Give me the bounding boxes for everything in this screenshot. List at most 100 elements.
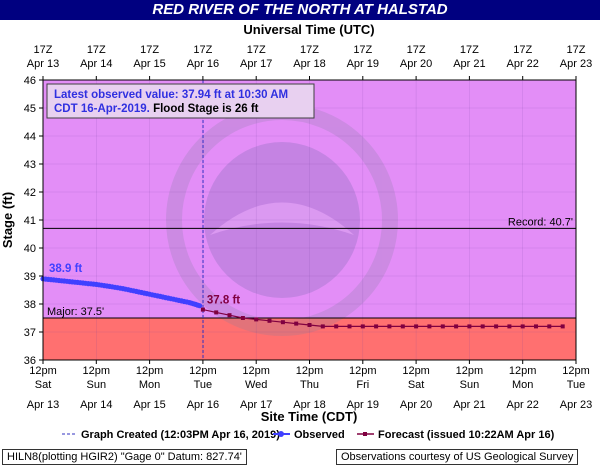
- legend-created-label: Graph Created (12:03PM Apr 16, 2019): [81, 429, 280, 441]
- top-tick-date: Apr 19: [347, 58, 379, 70]
- y-axis-label: Stage (ft): [0, 192, 15, 248]
- y-tick-label: 37: [24, 327, 36, 339]
- info-line-1: Latest observed value: 37.94 ft at 10:30…: [54, 89, 288, 101]
- stage-chart: Universal Time (UTC) 17Z Apr 13 17Z Apr 14 1…: [0, 22, 592, 441]
- top-tick-label: 17Z: [247, 44, 266, 56]
- y-tick-label: 45: [24, 103, 36, 115]
- bottom-tick-date: Apr 15: [133, 399, 165, 411]
- top-tick-date: Apr 22: [506, 58, 538, 70]
- bottom-tick-date: Apr 19: [347, 399, 379, 411]
- forecast-point: [347, 324, 352, 329]
- threshold-label: Major: 37.5': [47, 306, 104, 318]
- bottom-tick-weekday: Mon: [512, 379, 533, 391]
- top-tick-label: 17Z: [34, 44, 53, 56]
- top-tick-label: 17Z: [193, 44, 212, 56]
- forecast-point: [547, 324, 552, 329]
- forecast-point: [427, 324, 432, 329]
- bottom-tick-weekday: Fri: [356, 379, 369, 391]
- observed-point: [197, 303, 203, 309]
- top-tick-label: 17Z: [87, 44, 106, 56]
- footer: HILN8(plotting HGIR2) "Gage 0" Datum: 82…: [0, 446, 600, 465]
- bottom-tick-date: Apr 17: [240, 399, 272, 411]
- forecast-point: [494, 324, 499, 329]
- page-title: RED RIVER OF THE NORTH AT HALSTAD: [0, 0, 600, 20]
- forecast-point: [267, 318, 272, 323]
- bottom-tick-time: 12pm: [136, 365, 164, 377]
- y-tick-label: 39: [24, 271, 36, 283]
- annotation-layer: 38.9 ft 37.8 ft: [49, 263, 240, 307]
- bottom-tick-time: 12pm: [509, 365, 537, 377]
- forecast-point: [387, 324, 392, 329]
- top-tick-date: Apr 14: [80, 58, 112, 70]
- band-above: [43, 80, 576, 318]
- top-tick-date: Apr 13: [27, 58, 59, 70]
- top-axis-ticks: 17Z Apr 13 17Z Apr 14 17Z Apr 15 17Z Apr 16 17Z A…: [27, 44, 592, 80]
- top-tick-date: Apr 21: [453, 58, 485, 70]
- forecast-point: [467, 324, 472, 329]
- top-tick-label: 17Z: [300, 44, 319, 56]
- bottom-tick-time: 12pm: [456, 365, 484, 377]
- info-box-frame: [46, 83, 315, 119]
- bottom-tick-date: Apr 21: [453, 399, 485, 411]
- bottom-tick-date: Apr 22: [506, 399, 538, 411]
- bottom-tick-date: Apr 23: [560, 399, 592, 411]
- bottom-tick-time: 12pm: [402, 365, 430, 377]
- threshold-label: Record: 40.7': [508, 216, 573, 228]
- bottom-tick-weekday: Thu: [300, 379, 319, 391]
- forecast-point: [534, 324, 538, 329]
- bottom-tick-date: Apr 13: [27, 399, 59, 411]
- top-tick-label: 17Z: [353, 44, 372, 56]
- top-tick-label: 17Z: [460, 44, 479, 56]
- forecast-point: [214, 310, 219, 315]
- y-tick-label: 44: [24, 131, 36, 143]
- y-tick-label: 41: [24, 215, 36, 227]
- forecast-point: [440, 324, 445, 329]
- footer-credit: Observations courtesy of US Geological S…: [336, 449, 579, 465]
- plot-area: Record: 40.7' Major: 37.5' 38.9 ft 37.8 ft: [40, 79, 577, 361]
- top-tick-label: 17Z: [407, 44, 426, 56]
- bottom-tick-time: 12pm: [562, 365, 590, 377]
- top-tick-label: 17Z: [567, 44, 586, 56]
- info-box: Latest observed value: 37.94 ft at 10:30…: [46, 83, 315, 119]
- watermark-bird: [210, 202, 354, 235]
- top-tick-date: Apr 15: [133, 58, 165, 70]
- series-layer: [40, 276, 565, 329]
- forecast-point: [294, 321, 299, 326]
- bottom-tick-date: Apr 18: [293, 399, 325, 411]
- info-line-2a: CDT 16-Apr-2019.: [54, 103, 150, 115]
- bottom-tick-weekday: Tue: [567, 379, 586, 391]
- forecast-point: [374, 324, 379, 329]
- legend-observed-label: Observed: [294, 429, 345, 441]
- bottom-tick-time: 12pm: [29, 365, 57, 377]
- forecast-point: [254, 317, 259, 322]
- top-tick-date: Apr 23: [560, 58, 592, 70]
- y-tick-label: 46: [24, 75, 36, 87]
- info-line-2: CDT 16-Apr-2019. Flood Stage is 26 ft: [54, 103, 259, 115]
- forecast-point: [200, 307, 205, 312]
- top-tick-date: Apr 18: [293, 58, 325, 70]
- bottom-tick-weekday: Sat: [408, 379, 425, 391]
- forecast-point: [507, 324, 512, 329]
- watermark-ring-inner: [204, 142, 360, 298]
- annotation-label: 37.8 ft: [207, 295, 240, 307]
- legend-forecast-marker: [363, 432, 367, 436]
- forecast-point: [307, 323, 312, 327]
- y-tick-label: 36: [24, 355, 36, 367]
- top-tick-date: Apr 20: [400, 58, 432, 70]
- forecast-point: [560, 324, 565, 329]
- x-axis-label: Site Time (CDT): [261, 409, 358, 424]
- bottom-tick-time: 12pm: [83, 365, 111, 377]
- forecast-point: [400, 324, 405, 329]
- flood-bands: [43, 80, 576, 360]
- bottom-tick-date: Apr 16: [187, 399, 219, 411]
- series-forecast-line: [202, 309, 563, 327]
- bottom-tick-date: Apr 14: [80, 399, 112, 411]
- legend-forecast-label: Forecast (issued 10:22AM Apr 16): [378, 429, 555, 441]
- top-axis-title: Universal Time (UTC): [243, 22, 374, 37]
- top-tick-label: 17Z: [140, 44, 159, 56]
- y-tick-label: 43: [24, 159, 36, 171]
- bottom-tick-weekday: Mon: [139, 379, 160, 391]
- bottom-tick-weekday: Sat: [35, 379, 52, 391]
- bottom-tick-weekday: Sun: [460, 379, 480, 391]
